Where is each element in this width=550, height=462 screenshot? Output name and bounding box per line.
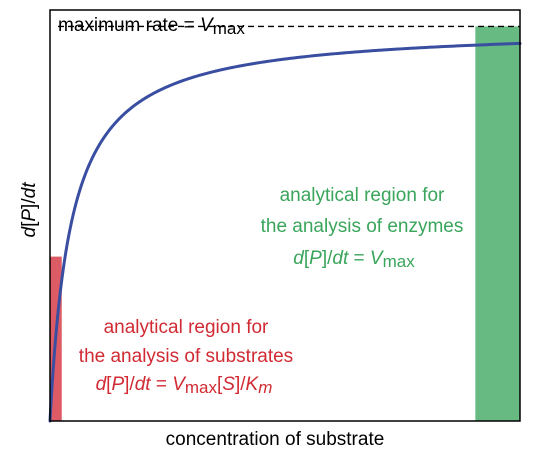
substrate-region-line1: analytical region for: [104, 317, 269, 338]
maximum-rate-prefix: maximum rate =: [58, 15, 200, 36]
plot-frame: [49, 9, 521, 422]
x-axis-label: concentration of substrate: [166, 429, 385, 450]
enzyme-region-annotation: analytical region for the analysis of en…: [261, 185, 464, 271]
substrate-region-formula: d[P]/dt = Vmax[S]/Km: [96, 374, 273, 397]
enzyme-region-bar: [475, 26, 520, 421]
enzyme-region-formula: d[P]/dt = Vmax: [293, 248, 415, 271]
vmax-sub: max: [213, 19, 246, 38]
maximum-rate-label: maximum rate = Vmax: [58, 15, 245, 38]
enzyme-region-line1: analytical region for: [280, 185, 445, 206]
substrate-region-annotation: analytical region for the analysis of su…: [79, 317, 293, 397]
substrate-region-line2: the analysis of substrates: [79, 346, 293, 367]
rate-curve: [48, 41, 522, 423]
y-axis-label: d[P]/dt: [19, 182, 40, 238]
vmax-v: V: [200, 15, 215, 36]
enzyme-region-line2: the analysis of enzymes: [261, 216, 464, 237]
